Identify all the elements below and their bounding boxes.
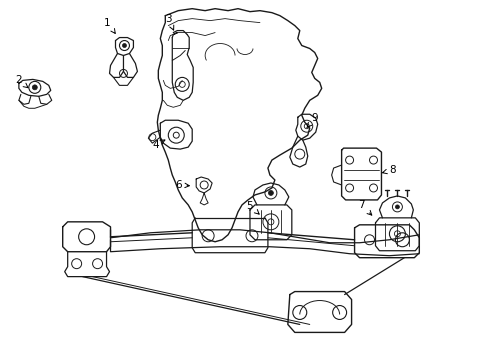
Text: 9: 9 [306,113,317,128]
Text: 8: 8 [382,165,395,175]
Text: 2: 2 [16,75,28,88]
Text: 7: 7 [358,200,371,215]
Circle shape [268,190,273,195]
Circle shape [122,44,126,48]
Circle shape [395,205,399,209]
Circle shape [32,85,37,90]
Text: 5: 5 [246,201,259,214]
Text: 1: 1 [104,18,115,33]
Text: 6: 6 [175,180,189,190]
Text: 4: 4 [152,140,164,150]
Text: 3: 3 [164,14,173,30]
